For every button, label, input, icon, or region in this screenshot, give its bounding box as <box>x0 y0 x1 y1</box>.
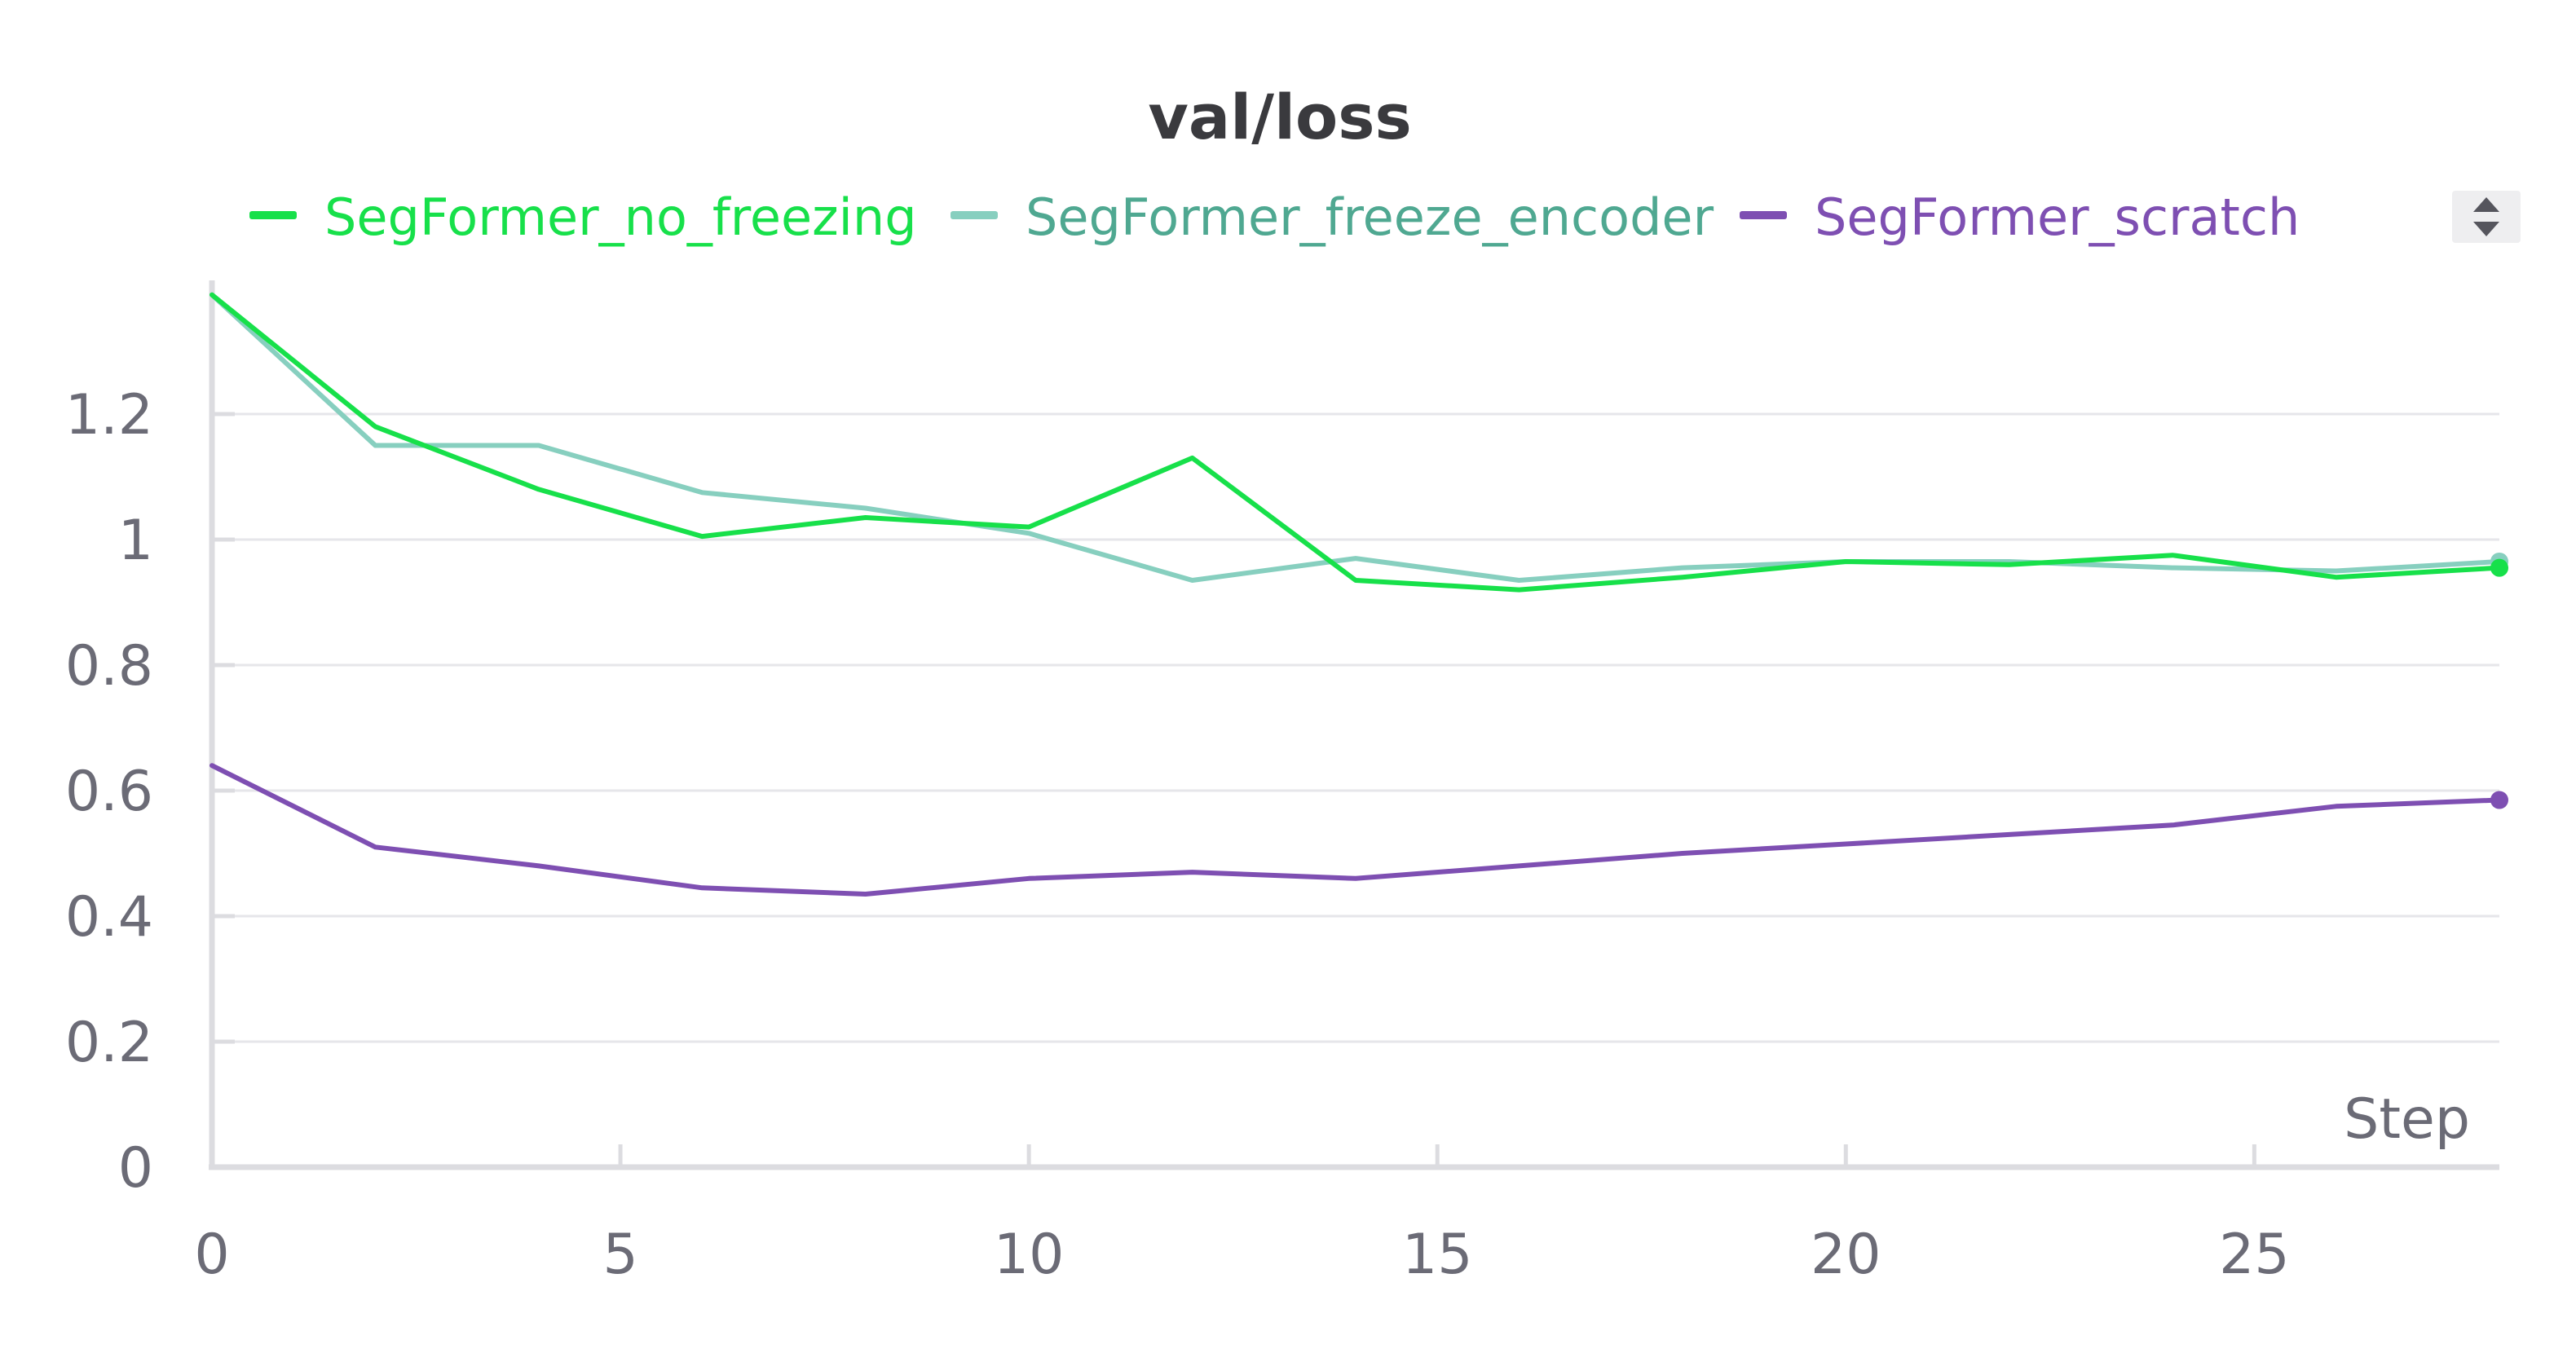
x-tick-label-5: 25 <box>2219 1223 2290 1287</box>
chart-title: val/loss <box>1148 81 1411 153</box>
legend-item-SegFormer_scratch[interactable]: SegFormer_scratch <box>1740 187 2300 247</box>
sort-toggle-button[interactable] <box>2452 191 2521 243</box>
sort-toggle-bg[interactable] <box>2452 191 2521 243</box>
legend-swatch <box>1740 211 1787 219</box>
legend-label: SegFormer_scratch <box>1815 187 2300 247</box>
x-tick-label-3: 15 <box>1402 1223 1473 1287</box>
x-axis-label: Step <box>2344 1087 2470 1152</box>
x-tick-label-4: 20 <box>1811 1223 1881 1287</box>
legend-swatch <box>249 211 297 219</box>
y-tick-label-6: 1.2 <box>65 383 153 447</box>
series-layer <box>210 292 2508 897</box>
x-tick-label-0: 0 <box>194 1223 229 1287</box>
axes <box>209 280 2499 1170</box>
sort-updown-icon[interactable] <box>2473 197 2499 236</box>
legend-item-SegFormer_freeze_encoder[interactable]: SegFormer_freeze_encoder <box>951 187 1714 247</box>
legend: SegFormer_no_freezing SegFormer_freeze_en… <box>249 187 2300 247</box>
x-tick-label-2: 10 <box>994 1223 1065 1287</box>
series-line-SegFormer_scratch <box>210 763 2502 897</box>
x-axis-ticks: 0 5 10 15 20 25 <box>194 1144 2290 1287</box>
legend-label: SegFormer_freeze_encoder <box>1026 187 1714 247</box>
legend-item-SegFormer_no_freezing[interactable]: SegFormer_no_freezing <box>249 187 917 247</box>
series-end-point-SegFormer_no_freezing <box>2490 558 2508 577</box>
y-tick-label-2: 0.4 <box>65 885 153 950</box>
grid-lines <box>212 412 2499 1043</box>
legend-swatch <box>951 211 998 219</box>
series-end-point-SegFormer_scratch <box>2490 791 2508 809</box>
series-line-SegFormer_no_freezing <box>210 292 2502 593</box>
y-tick-label-3: 0.6 <box>65 760 153 824</box>
y-tick-label-4: 0.8 <box>65 634 153 699</box>
x-tick-label-1: 5 <box>602 1223 637 1287</box>
y-tick-label-5: 1 <box>118 509 153 573</box>
y-tick-label-1: 0.2 <box>65 1011 153 1075</box>
y-axis-ticks: 0 0.2 0.4 0.6 0.8 1 1.2 <box>65 383 235 1201</box>
series-line-SegFormer_freeze_encoder <box>210 292 2502 583</box>
y-tick-label-0: 0 <box>118 1136 153 1201</box>
legend-label: SegFormer_no_freezing <box>324 187 917 247</box>
